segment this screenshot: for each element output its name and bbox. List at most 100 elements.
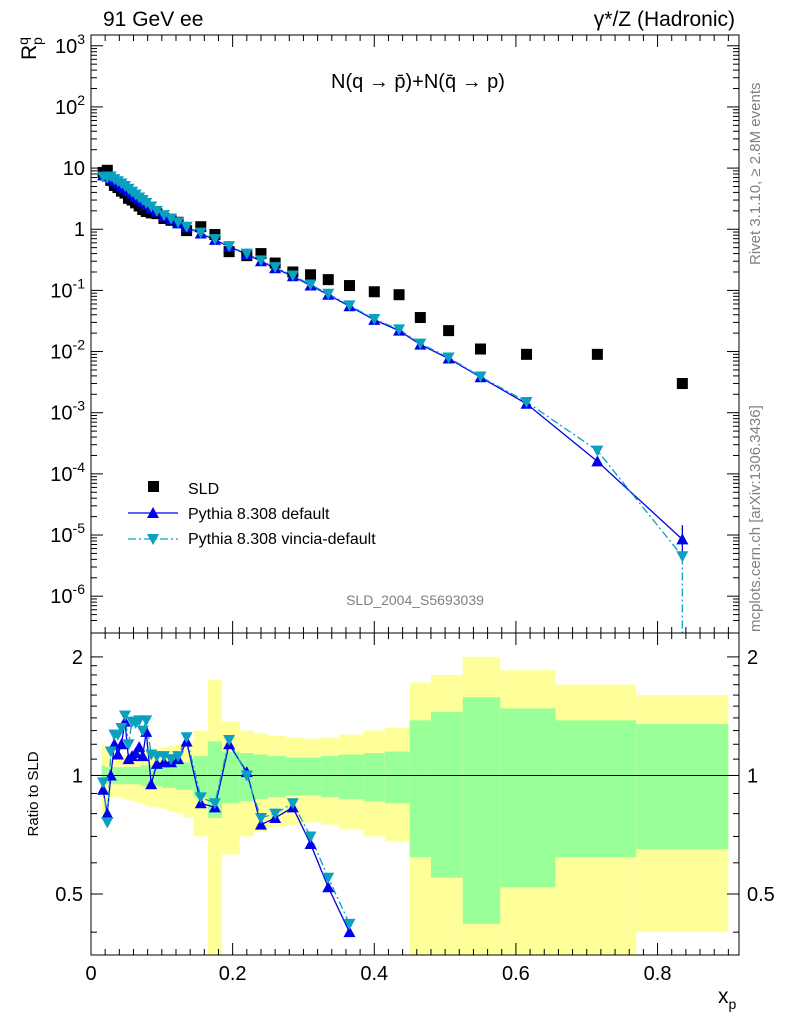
ratio-vincia-point [254, 812, 267, 824]
ratio-y-tick-label-left: 2 [72, 647, 83, 669]
ratio-vincia-point [208, 798, 221, 810]
vincia-series-line [102, 175, 683, 633]
vincia-data-point [165, 213, 178, 225]
legend-sld-label: SLD [188, 481, 219, 498]
ratio-band-inner [409, 720, 431, 858]
ratio-ylabel: Ratio to SLD [25, 751, 42, 836]
sld-data-point [475, 343, 487, 355]
ratio-band-inner [462, 697, 501, 924]
ratio-band-inner [183, 762, 194, 790]
ratio-vincia-point [304, 831, 317, 843]
ratio-default-point [101, 807, 114, 819]
sld-data-point [322, 274, 334, 286]
ratio-band-inner [303, 757, 322, 796]
ratio-y-tick-label-right: 0.5 [747, 884, 775, 906]
vincia-data-point [194, 227, 207, 239]
vincia-data-point [172, 217, 185, 229]
x-tick-label: 0 [85, 963, 96, 985]
ratio-band-inner [384, 751, 410, 804]
ratio-vincia-point [165, 754, 178, 766]
svg-text:Rqp: Rqp [15, 37, 45, 60]
vincia-data-point [393, 324, 406, 336]
vincia-data-point [368, 314, 381, 326]
sld-data-point [443, 325, 455, 337]
sld-data-point [676, 378, 688, 390]
sld-data-point [393, 289, 405, 301]
vincia-data-point [286, 270, 299, 282]
vincia-data-point [474, 371, 487, 383]
ratio-default-point [136, 750, 149, 762]
ratio-y-tick-label-right: 1 [747, 765, 758, 787]
vincia-data-point [150, 205, 163, 217]
sld-data-point [305, 269, 317, 281]
y-tick-label: 102 [55, 92, 85, 119]
ratio-band-inner [636, 724, 729, 850]
vincia-data-point [442, 352, 455, 364]
ratio-vincia-point [223, 735, 236, 747]
ratio-vincia-point [118, 710, 131, 722]
ratio-y-tick-label-left: 1 [72, 765, 83, 787]
sld-data-point [255, 248, 267, 260]
ratio-vincia-point [157, 751, 170, 763]
ratio-band-inner [430, 711, 463, 878]
sld-data-point [195, 221, 207, 233]
ratio-band-inner [222, 751, 240, 804]
x-tick-label: 0.6 [502, 963, 530, 985]
ratio-band-inner [500, 708, 556, 888]
ratio-default-point [129, 747, 142, 759]
vincia-data-point [180, 221, 193, 233]
vincia-data-point [208, 234, 221, 246]
plot-title: N(q → p̄)+N(q̄ → p) [331, 71, 505, 93]
ratio-default-point [322, 881, 335, 893]
y-tick-label: 10-2 [50, 337, 85, 364]
header-left-label: 91 GeV ee [103, 8, 203, 31]
vincia-data-point [676, 551, 689, 563]
sld-data-point [414, 312, 426, 324]
sld-data-point [521, 348, 533, 360]
ratio-vincia-point [136, 725, 149, 737]
header-right-label: γ*/Z (Hadronic) [594, 8, 735, 31]
ratio-y-tick-label-right: 2 [747, 647, 758, 669]
ratio-vincia-point [104, 746, 117, 758]
vincia-data-point [414, 338, 427, 350]
default-data-point [591, 455, 604, 467]
vincia-data-point [269, 262, 282, 274]
y-tick-label: 10-4 [50, 459, 85, 486]
x-tick-label: 0.2 [219, 963, 247, 985]
ratio-band-inner [175, 762, 184, 790]
vincia-data-point [591, 445, 604, 457]
default-data-point [676, 533, 689, 545]
svg-text:xp: xp [718, 985, 737, 1012]
y-tick-label: 10-6 [50, 581, 85, 608]
vincia-data-point [145, 201, 158, 213]
ratio-default-point [304, 837, 317, 849]
vincia-data-point [343, 300, 356, 312]
vincia-data-point [520, 396, 533, 408]
vincia-data-point [322, 288, 335, 300]
y-tick-label: 10-5 [50, 520, 85, 547]
main-plot-panel: 10-6 10-5 10-4 10-3 10-2 10-1 1 10 102 103 N(q → … [50, 31, 740, 634]
ratio-default-point [97, 783, 110, 795]
ratio-vincia-point [172, 751, 185, 763]
y-tick-label: 10-3 [50, 398, 85, 425]
x-tick-label: 0.8 [644, 963, 672, 985]
ratio-band-inner [253, 754, 269, 800]
ratio-vincia-point [122, 739, 135, 751]
watermark: SLD_2004_S5693039 [346, 592, 484, 608]
ratio-plot-frame [90, 632, 740, 956]
vincia-data-point [223, 241, 236, 253]
legend-default-marker [147, 507, 159, 518]
y-tick-label: 10-1 [50, 275, 85, 302]
ratio-vincia-point [343, 918, 356, 930]
plot-title-text: N(q → p̄)+N(q̄ → p) [331, 71, 505, 93]
ratio-vincia-point [101, 817, 114, 829]
ratio-y-tick-label-left: 0.5 [55, 884, 83, 906]
legend-vincia-marker [147, 534, 159, 545]
ratio-default-point [133, 741, 146, 753]
ratio-default-point [111, 748, 124, 760]
y-tick-label: 10 [63, 158, 85, 180]
ratio-vincia-point [194, 792, 207, 804]
sld-data-point [343, 280, 355, 292]
ratio-band-inner [321, 756, 339, 798]
